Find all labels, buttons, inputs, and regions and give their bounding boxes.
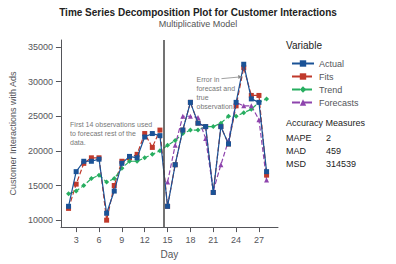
svg-text:314539: 314539 <box>326 159 356 169</box>
svg-text:forecast and: forecast and <box>197 85 236 92</box>
svg-text:24: 24 <box>231 235 241 245</box>
svg-text:observation.: observation. <box>197 103 235 110</box>
svg-text:Day: Day <box>161 249 179 260</box>
svg-text:First 14 observations used: First 14 observations used <box>70 121 152 128</box>
svg-text:6: 6 <box>97 235 102 245</box>
svg-text:Actual: Actual <box>319 59 344 69</box>
svg-text:data.: data. <box>70 139 86 146</box>
svg-text:12: 12 <box>140 235 150 245</box>
svg-text:MSD: MSD <box>286 159 307 169</box>
svg-text:2: 2 <box>326 133 331 143</box>
svg-text:MAD: MAD <box>286 146 307 156</box>
svg-text:Error in: Error in <box>197 76 220 83</box>
svg-text:459: 459 <box>326 146 341 156</box>
svg-text:21: 21 <box>208 235 218 245</box>
svg-text:Forecasts: Forecasts <box>319 98 359 108</box>
svg-text:MAPE: MAPE <box>286 133 312 143</box>
svg-text:Time Series Decomposition Plot: Time Series Decomposition Plot for Custo… <box>59 7 337 18</box>
svg-text:Multiplicative Model: Multiplicative Model <box>159 19 238 29</box>
svg-text:15000: 15000 <box>28 181 53 191</box>
svg-text:Customer Interactions with Ads: Customer Interactions with Ads <box>8 71 18 196</box>
svg-text:Accuracy Measures: Accuracy Measures <box>286 118 366 128</box>
svg-text:25000: 25000 <box>28 111 53 121</box>
svg-text:30000: 30000 <box>28 77 53 87</box>
svg-text:true: true <box>197 94 209 101</box>
svg-text:Fits: Fits <box>319 72 334 82</box>
svg-text:3: 3 <box>74 235 79 245</box>
svg-text:20000: 20000 <box>28 146 53 156</box>
svg-text:35000: 35000 <box>28 42 53 52</box>
svg-text:to forecast rest of the: to forecast rest of the <box>70 130 136 137</box>
svg-text:27: 27 <box>254 235 264 245</box>
svg-text:10000: 10000 <box>28 215 53 225</box>
svg-text:9: 9 <box>119 235 124 245</box>
svg-text:15: 15 <box>163 235 173 245</box>
svg-text:Variable: Variable <box>286 40 322 51</box>
svg-text:Trend: Trend <box>319 85 342 95</box>
svg-text:18: 18 <box>185 235 195 245</box>
